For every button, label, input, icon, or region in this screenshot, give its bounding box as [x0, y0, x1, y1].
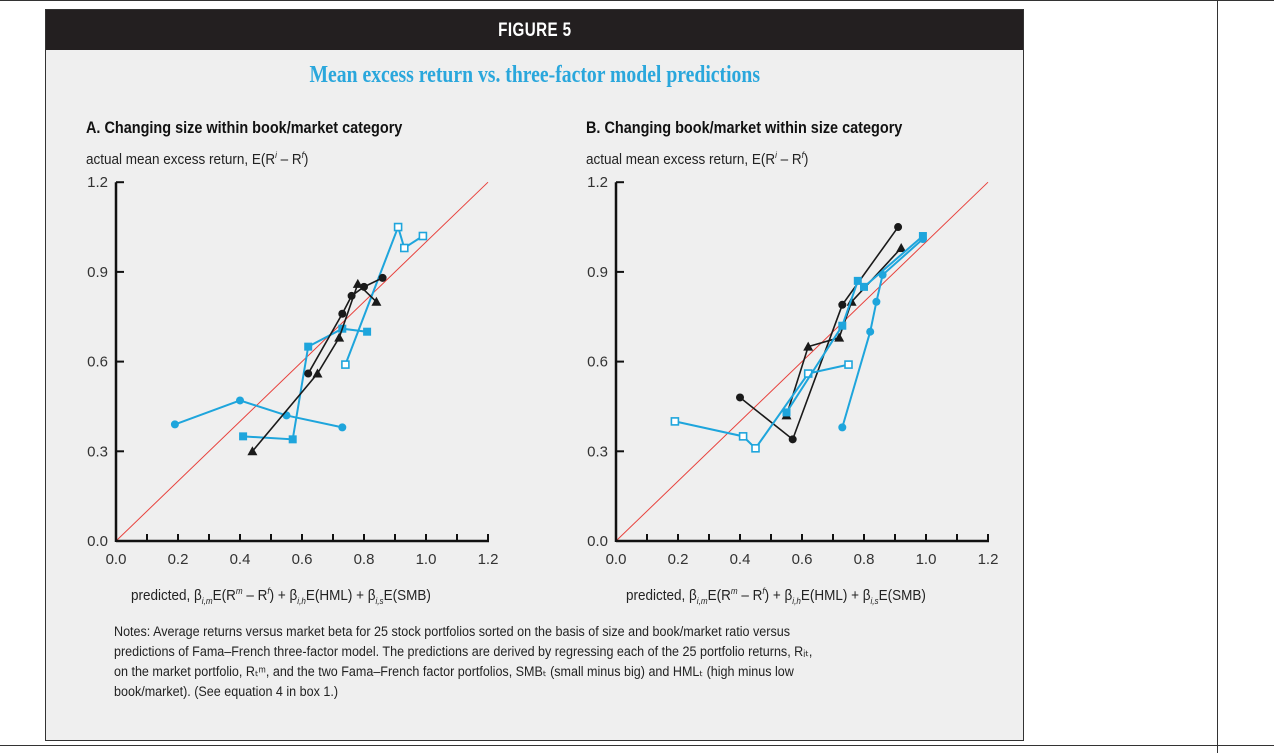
y-tick-label: 0.0 — [587, 533, 608, 550]
x-tick-label: 0.0 — [606, 551, 627, 568]
data-point-circle — [838, 300, 847, 309]
diagonal-reference-line — [115, 181, 489, 542]
data-point-circle — [878, 270, 887, 279]
series-5 — [838, 235, 927, 432]
x-tick-label: 1.0 — [916, 551, 937, 568]
data-point-square — [782, 408, 791, 417]
data-point-circle — [338, 309, 347, 318]
data-point-circle — [918, 235, 927, 244]
x-tick-label: 0.6 — [792, 551, 813, 568]
series-1 — [170, 396, 347, 432]
series-1 — [736, 223, 903, 444]
data-point-circle — [872, 297, 881, 306]
panel-b-x-label: predicted, βi,mE(Rm – Rf) + βi,hE(HML) +… — [626, 586, 926, 606]
data-point-open-square — [418, 231, 428, 241]
data-point-triangle — [334, 332, 345, 342]
data-point-triangle — [312, 368, 323, 378]
x-tick-label: 0.2 — [168, 551, 189, 568]
data-point-square — [838, 321, 847, 330]
figure-title: Mean excess return vs. three-factor mode… — [46, 62, 1023, 89]
series-3 — [341, 222, 428, 369]
data-point-square — [860, 282, 868, 291]
x-tick-label: 0.8 — [854, 551, 875, 568]
figure-label: FIGURE 5 — [497, 20, 572, 41]
data-point-square — [363, 327, 372, 336]
figure-box: FIGURE 5 Mean excess return vs. three-fa… — [45, 9, 1024, 741]
data-point-circle — [236, 396, 244, 405]
data-point-open-square — [738, 432, 748, 441]
data-point-open-square — [399, 243, 409, 253]
y-tick-label: 0.0 — [87, 533, 108, 550]
panel-a-y-label: actual mean excess return, E(Ri – Rf) — [86, 150, 309, 168]
y-tick-label: 0.3 — [87, 443, 108, 460]
x-tick-label: 1.2 — [978, 551, 999, 568]
y-tick-label: 0.3 — [587, 443, 608, 460]
data-point-square — [288, 435, 297, 444]
series-line — [674, 363, 849, 450]
data-point-circle — [170, 420, 179, 429]
series-line — [344, 223, 424, 365]
series-4 — [782, 232, 927, 417]
data-point-circle — [338, 423, 347, 432]
x-tick-label: 0.4 — [730, 551, 751, 568]
panel-b-plot: 0.0 0.2 0.4 0.6 0.8 1.0 1.2 0.0 0.3 0.6 0.9 1.2 — [587, 174, 998, 568]
x-tick-label: 0.4 — [230, 551, 251, 568]
x-tick-label: 0.0 — [106, 551, 127, 568]
y-tick-label: 0.6 — [587, 354, 608, 371]
panel-b-title: B. Changing book/market within size cate… — [586, 118, 903, 137]
data-point-square — [239, 432, 248, 441]
figure-notes: Notes: Average returns versus market bet… — [114, 624, 813, 699]
panel-a-plot: 0.0 0.2 0.4 0.6 0.8 1.0 1.2 0.0 0.3 0.6 0.9 1.2 — [87, 174, 498, 568]
data-point-circle — [894, 223, 903, 232]
top-rule — [0, 0, 1274, 1]
data-point-triangle — [803, 341, 814, 351]
x-tick-label: 0.6 — [292, 551, 313, 568]
y-tick-label: 0.9 — [587, 264, 608, 281]
x-tick-label: 1.0 — [416, 551, 437, 568]
data-point-open-square — [844, 360, 853, 369]
x-tick-label: 0.8 — [354, 551, 375, 568]
series-line — [251, 282, 377, 452]
panel-a-title: A. Changing size within book/market cate… — [86, 118, 403, 137]
x-tick-label: 1.2 — [478, 551, 499, 568]
data-point-square — [304, 342, 313, 351]
series-2 — [239, 324, 372, 444]
data-point-circle — [378, 273, 387, 282]
panel-b-y-label: actual mean excess return, E(Ri – Rf) — [586, 150, 809, 168]
series-5 — [247, 278, 382, 456]
data-point-circle — [788, 435, 797, 444]
y-tick-label: 0.9 — [87, 264, 108, 281]
data-point-triangle — [896, 242, 907, 252]
figure-title-text: Mean excess return vs. three-factor mode… — [309, 62, 760, 88]
data-point-circle — [736, 393, 744, 402]
data-point-circle — [838, 423, 847, 432]
y-tick-label: 1.2 — [87, 174, 108, 191]
data-point-triangle — [247, 446, 258, 456]
data-point-open-square — [751, 444, 760, 453]
data-point-circle — [866, 327, 875, 336]
x-tick-label: 0.2 — [668, 551, 689, 568]
figure-header: FIGURE 5 — [46, 10, 1023, 50]
y-tick-label: 1.2 — [587, 174, 608, 191]
data-point-circle — [282, 411, 291, 420]
data-point-open-square — [341, 360, 350, 369]
data-point-triangle — [371, 296, 382, 306]
series-line — [739, 226, 899, 441]
data-point-square — [853, 276, 862, 285]
bottom-rule — [0, 745, 1274, 746]
data-point-triangle — [352, 278, 363, 288]
y-tick-label: 0.6 — [87, 354, 108, 371]
data-point-circle — [304, 369, 313, 378]
series-3 — [670, 360, 853, 453]
diagonal-reference-line — [615, 181, 989, 542]
data-point-triangle — [834, 332, 845, 342]
series-line — [174, 399, 343, 429]
charts-svg: 0.0 0.2 0.4 0.6 0.8 1.0 1.20.00.30.60.91.20.0 0… — [87, 174, 998, 568]
panel-a-x-label: predicted, βi,mE(Rm – Rf) + βi,hE(HML) +… — [131, 586, 431, 606]
data-point-open-square — [393, 222, 403, 232]
data-point-open-square — [670, 417, 680, 426]
right-divider — [1217, 0, 1218, 753]
